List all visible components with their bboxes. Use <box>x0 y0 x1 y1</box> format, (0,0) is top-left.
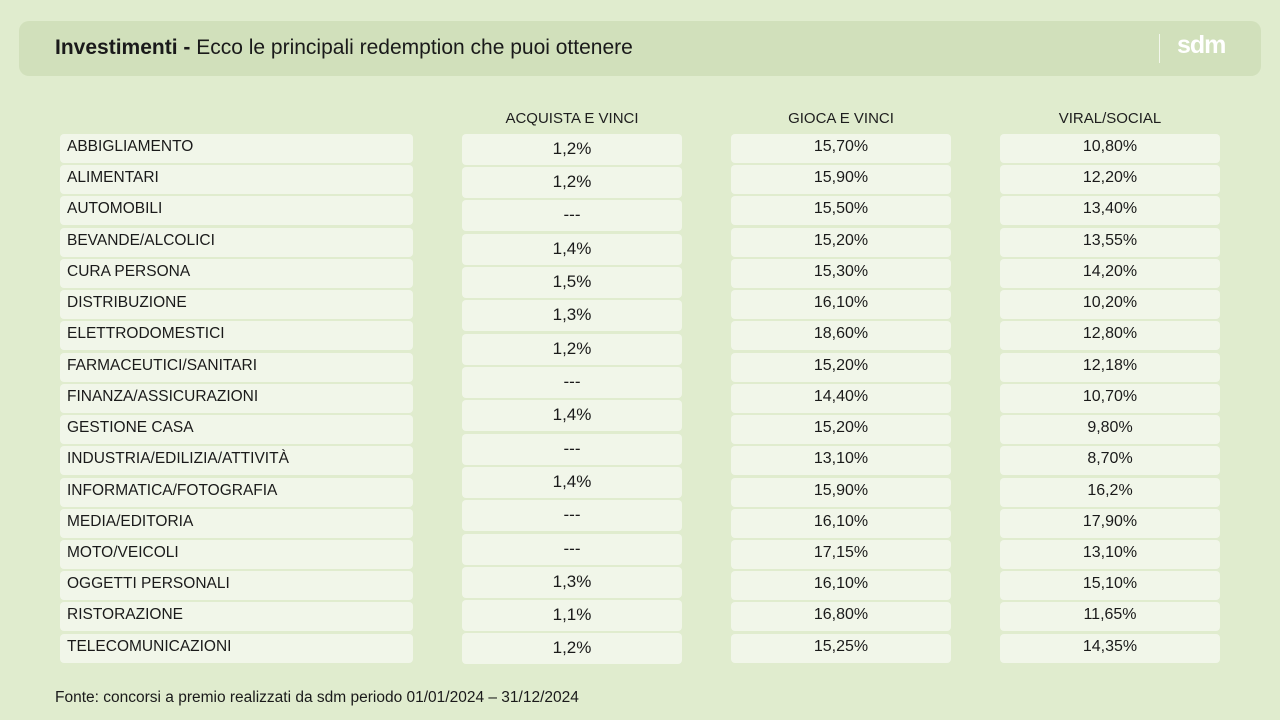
acquista-value: 1,3% <box>462 567 682 598</box>
acquista-value: 1,2% <box>462 134 682 165</box>
acquista-value: --- <box>462 200 682 231</box>
row-label: GESTIONE CASA <box>67 419 194 436</box>
acquista-value: 1,2% <box>462 334 682 365</box>
gioca-value: 15,20% <box>731 353 951 382</box>
row-label: ELETTRODOMESTICI <box>67 325 225 342</box>
row-label: CURA PERSONA <box>67 263 191 280</box>
gioca-value: 15,90% <box>731 165 951 194</box>
row-label: OGGETTI PERSONALI <box>67 575 230 592</box>
gioca-value: 15,50% <box>731 196 951 225</box>
viral-value: 12,80% <box>1000 321 1220 350</box>
viral-value: 8,70% <box>1000 446 1220 475</box>
gioca-value: 15,30% <box>731 259 951 288</box>
viral-value: 10,80% <box>1000 134 1220 163</box>
row-label-cell: INDUSTRIA/EDILIZIA/ATTIVITÀ <box>60 446 413 475</box>
row-label-cell: FARMACEUTICI/SANITARI <box>60 353 413 382</box>
gioca-value: 15,90% <box>731 478 951 507</box>
column-header-acquista: ACQUISTA E VINCI <box>505 110 639 127</box>
sdm-logo: sdm <box>1177 31 1226 59</box>
acquista-value: --- <box>462 534 682 565</box>
row-label-cell: INFORMATICA/FOTOGRAFIA <box>60 478 413 507</box>
title-bold: Investimenti - <box>55 36 191 59</box>
row-label-cell: RISTORAZIONE <box>60 602 413 631</box>
row-label: AUTOMOBILI <box>67 200 163 217</box>
viral-value: 15,10% <box>1000 571 1220 600</box>
gioca-value: 14,40% <box>731 384 951 413</box>
acquista-value: 1,4% <box>462 400 682 431</box>
gioca-value: 16,10% <box>731 571 951 600</box>
row-label-cell: MEDIA/EDITORIA <box>60 509 413 538</box>
acquista-value: 1,3% <box>462 300 682 331</box>
gioca-value: 15,25% <box>731 634 951 663</box>
row-label-cell: ALIMENTARI <box>60 165 413 194</box>
acquista-value: 1,1% <box>462 600 682 631</box>
gioca-value: 15,20% <box>731 228 951 257</box>
viral-value: 14,35% <box>1000 634 1220 663</box>
row-label: TELECOMUNICAZIONI <box>67 638 232 655</box>
row-label-cell: ABBIGLIAMENTO <box>60 134 413 163</box>
title-rest: Ecco le principali redemption che puoi o… <box>190 36 633 59</box>
acquista-value: 1,4% <box>462 467 682 498</box>
acquista-value: 1,4% <box>462 234 682 265</box>
gioca-value: 16,10% <box>731 290 951 319</box>
viral-value: 13,40% <box>1000 196 1220 225</box>
gioca-value: 16,10% <box>731 509 951 538</box>
row-label: DISTRIBUZIONE <box>67 294 187 311</box>
viral-value: 10,70% <box>1000 384 1220 413</box>
viral-value: 10,20% <box>1000 290 1220 319</box>
viral-value: 12,20% <box>1000 165 1220 194</box>
row-label: MEDIA/EDITORIA <box>67 513 194 530</box>
row-label-cell: MOTO/VEICOLI <box>60 540 413 569</box>
column-header-gioca: GIOCA E VINCI <box>788 110 894 127</box>
viral-value: 9,80% <box>1000 415 1220 444</box>
row-label-cell: CURA PERSONA <box>60 259 413 288</box>
row-label: ABBIGLIAMENTO <box>67 138 194 155</box>
gioca-value: 16,80% <box>731 602 951 631</box>
header-divider <box>1159 34 1160 63</box>
row-label-cell: FINANZA/ASSICURAZIONI <box>60 384 413 413</box>
acquista-value: --- <box>462 500 682 531</box>
row-label: BEVANDE/ALCOLICI <box>67 232 215 249</box>
row-label: RISTORAZIONE <box>67 606 183 623</box>
row-label: MOTO/VEICOLI <box>67 544 179 561</box>
source-footnote: Fonte: concorsi a premio realizzati da s… <box>55 689 579 706</box>
gioca-value: 13,10% <box>731 446 951 475</box>
viral-value: 14,20% <box>1000 259 1220 288</box>
row-label: ALIMENTARI <box>67 169 159 186</box>
viral-value: 17,90% <box>1000 509 1220 538</box>
row-label-cell: GESTIONE CASA <box>60 415 413 444</box>
acquista-value: 1,2% <box>462 633 682 664</box>
column-header-viral: VIRAL/SOCIAL <box>1058 110 1162 127</box>
header-bar: Investimenti - Ecco le principali redemp… <box>19 21 1261 76</box>
gioca-value: 15,20% <box>731 415 951 444</box>
gioca-value: 15,70% <box>731 134 951 163</box>
acquista-value: 1,5% <box>462 267 682 298</box>
gioca-value: 18,60% <box>731 321 951 350</box>
acquista-value: 1,2% <box>462 167 682 198</box>
row-label-cell: TELECOMUNICAZIONI <box>60 634 413 663</box>
viral-value: 13,55% <box>1000 228 1220 257</box>
row-label-cell: BEVANDE/ALCOLICI <box>60 228 413 257</box>
row-label-cell: AUTOMOBILI <box>60 196 413 225</box>
viral-value: 16,2% <box>1000 478 1220 507</box>
page-title: Investimenti - Ecco le principali redemp… <box>55 36 633 60</box>
gioca-value: 17,15% <box>731 540 951 569</box>
row-label-cell: DISTRIBUZIONE <box>60 290 413 319</box>
row-label: INFORMATICA/FOTOGRAFIA <box>67 482 278 499</box>
row-label: FARMACEUTICI/SANITARI <box>67 357 258 374</box>
row-label: INDUSTRIA/EDILIZIA/ATTIVITÀ <box>67 450 289 467</box>
row-label-cell: ELETTRODOMESTICI <box>60 321 413 350</box>
viral-value: 13,10% <box>1000 540 1220 569</box>
acquista-value: --- <box>462 367 682 398</box>
row-label-cell: OGGETTI PERSONALI <box>60 571 413 600</box>
viral-value: 11,65% <box>1000 602 1220 631</box>
acquista-value: --- <box>462 434 682 465</box>
row-label: FINANZA/ASSICURAZIONI <box>67 388 259 405</box>
viral-value: 12,18% <box>1000 353 1220 382</box>
